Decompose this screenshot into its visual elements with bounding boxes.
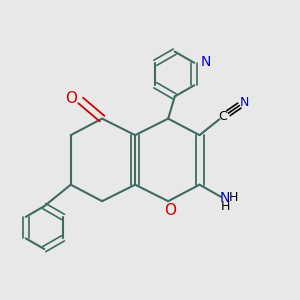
Text: H: H	[229, 191, 238, 204]
Text: O: O	[164, 203, 176, 218]
Text: O: O	[65, 91, 77, 106]
Text: N: N	[220, 191, 230, 205]
Text: H: H	[220, 200, 230, 213]
Text: N: N	[201, 55, 211, 69]
Text: C: C	[218, 110, 227, 124]
Text: N: N	[239, 96, 249, 109]
